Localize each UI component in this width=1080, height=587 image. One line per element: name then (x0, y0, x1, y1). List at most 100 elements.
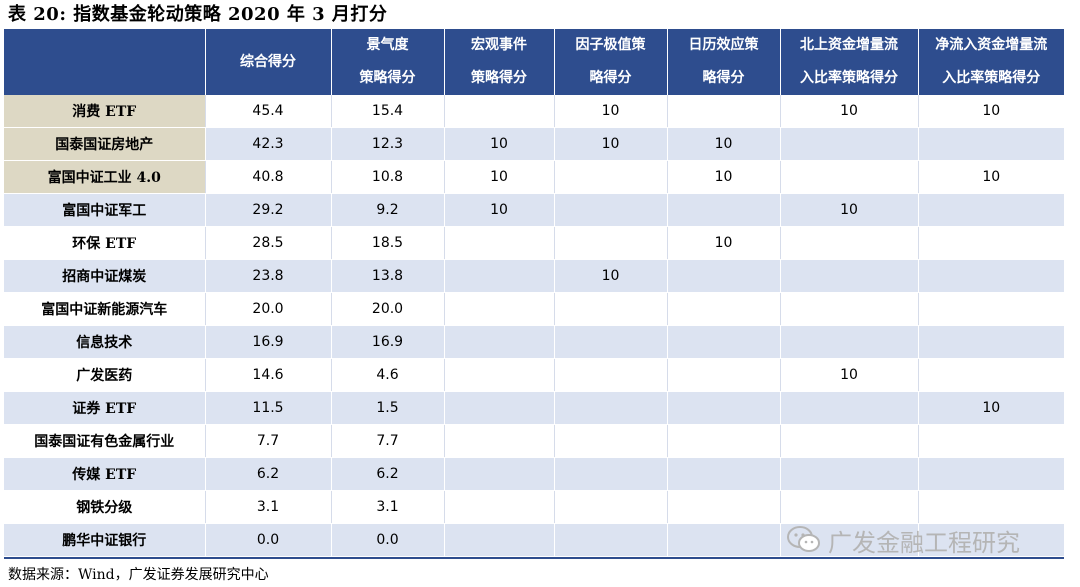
score-cell: 6.2 (204, 457, 331, 491)
score-cell: 29.2 (204, 193, 331, 227)
score-cell (666, 193, 780, 227)
header-row: 综合得分 景气度 策略得分 宏观事件 策略得分 因子极值策 略得分 日历效应策 略得分 … (4, 29, 1064, 95)
score-cell (779, 424, 918, 458)
score-cell (666, 391, 780, 425)
score-cell (779, 457, 918, 491)
score-cell (553, 193, 667, 227)
fund-name-cell: 消费 ETF (4, 95, 205, 128)
score-cell: 10 (553, 127, 667, 161)
score-cell: 10 (443, 160, 554, 194)
score-cell: 10 (917, 95, 1064, 128)
score-cell (779, 160, 918, 194)
score-cell (553, 424, 667, 458)
score-cell (779, 490, 918, 524)
score-cell: 0.0 (330, 523, 444, 557)
fund-name-cell: 传媒 ETF (4, 457, 205, 491)
score-cell (443, 259, 554, 293)
watermark: 广发金融工程研究 (786, 523, 1020, 557)
header-cell (4, 29, 205, 95)
data-source-note: 数据来源：Wind，广发证券发展研究中心 (8, 567, 269, 583)
score-cell: 6.2 (330, 457, 444, 491)
score-cell (443, 292, 554, 326)
score-cell (443, 358, 554, 392)
score-cell (917, 127, 1064, 161)
wechat-icon (787, 526, 820, 552)
score-cell (443, 325, 554, 359)
fund-score-table: 综合得分 景气度 策略得分 宏观事件 策略得分 因子极值策 略得分 日历效应策 略得分 … (4, 29, 1064, 557)
score-cell (666, 292, 780, 326)
score-cell: 1.5 (330, 391, 444, 425)
watermark-text: 广发金融工程研究 (828, 528, 1020, 557)
score-cell: 15.4 (330, 95, 444, 128)
score-cell (553, 523, 667, 557)
fund-name-cell: 富国中证工业 4.0 (4, 160, 205, 194)
score-cell (443, 523, 554, 557)
score-cell (553, 391, 667, 425)
fund-name-cell: 鹏华中证银行 (4, 523, 205, 557)
header-cell: 北上资金增量流 入比率策略得分 (779, 29, 918, 95)
score-cell: 3.1 (204, 490, 331, 524)
score-cell (917, 490, 1064, 524)
fund-name-cell: 国泰国证房地产 (4, 127, 205, 161)
table-title: 表 20: 指数基金轮动策略 2020 年 3 月打分 (8, 4, 388, 25)
table-row: 鹏华中证银行 0.0 0.0 (4, 523, 1064, 557)
header-cell: 因子极值策 略得分 (553, 29, 667, 95)
score-cell: 20.0 (204, 292, 331, 326)
score-cell (917, 193, 1064, 227)
header-cell: 综合得分 (204, 29, 331, 95)
table-row: 广发医药 14.6 4.6 10 (4, 358, 1064, 392)
score-cell: 10 (666, 226, 780, 260)
table-row: 钢铁分级 3.1 3.1 (4, 490, 1064, 524)
header-cell: 净流入资金增量流 入比率策略得分 (917, 29, 1064, 95)
score-cell (553, 457, 667, 491)
score-cell (553, 226, 667, 260)
score-cell: 10 (666, 160, 780, 194)
score-cell: 7.7 (204, 424, 331, 458)
score-cell: 10 (779, 358, 918, 392)
score-cell (779, 325, 918, 359)
score-cell: 10 (666, 127, 780, 161)
score-cell: 18.5 (330, 226, 444, 260)
score-cell (779, 259, 918, 293)
score-cell (917, 523, 1064, 557)
score-cell: 10 (553, 259, 667, 293)
score-cell: 13.8 (330, 259, 444, 293)
score-cell (553, 292, 667, 326)
score-cell (553, 490, 667, 524)
table-row: 环保 ETF 28.5 18.5 10 (4, 226, 1064, 260)
score-cell: 7.7 (330, 424, 444, 458)
table-row: 传媒 ETF 6.2 6.2 (4, 457, 1064, 491)
score-cell: 45.4 (204, 95, 331, 128)
table-row: 消费 ETF 45.4 15.4 10 10 10 (4, 95, 1064, 128)
score-cell (443, 391, 554, 425)
score-cell (666, 358, 780, 392)
score-cell: 10 (779, 193, 918, 227)
score-cell (779, 226, 918, 260)
score-cell (779, 127, 918, 161)
score-cell (553, 358, 667, 392)
fund-name-cell: 证券 ETF (4, 391, 205, 425)
score-cell (443, 226, 554, 260)
score-cell: 10 (917, 160, 1064, 194)
score-cell: 16.9 (330, 325, 444, 359)
score-cell (779, 391, 918, 425)
score-cell (779, 292, 918, 326)
table-row: 国泰国证有色金属行业 7.7 7.7 (4, 424, 1064, 458)
table-row: 富国中证新能源汽车 20.0 20.0 (4, 292, 1064, 326)
fund-name-cell: 富国中证军工 (4, 193, 205, 227)
score-cell (666, 457, 780, 491)
score-cell (917, 457, 1064, 491)
score-cell (666, 259, 780, 293)
score-cell: 40.8 (204, 160, 331, 194)
score-cell: 11.5 (204, 391, 331, 425)
fund-name-cell: 富国中证新能源汽车 (4, 292, 205, 326)
score-cell (666, 325, 780, 359)
score-cell: 14.6 (204, 358, 331, 392)
score-cell (917, 358, 1064, 392)
score-cell (917, 226, 1064, 260)
score-cell: 10 (443, 127, 554, 161)
score-cell (666, 523, 780, 557)
score-cell (443, 95, 554, 128)
score-cell: 20.0 (330, 292, 444, 326)
header-cell: 日历效应策 略得分 (666, 29, 780, 95)
